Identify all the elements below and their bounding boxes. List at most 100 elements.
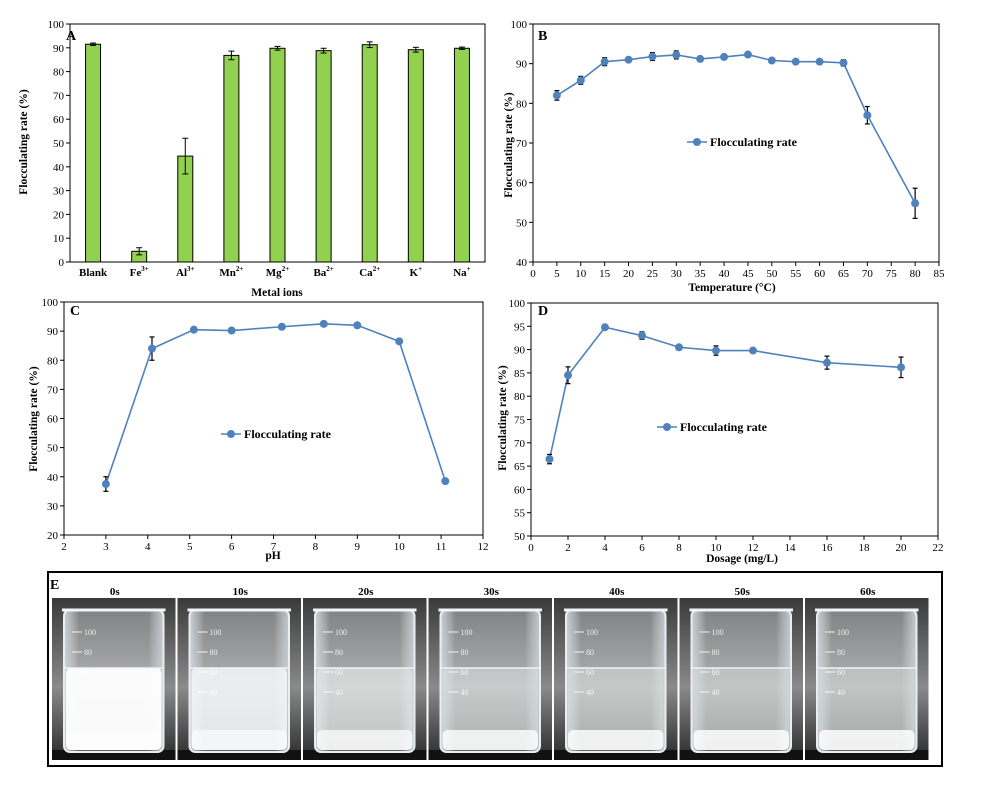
x-tick-label: 50 bbox=[766, 268, 778, 280]
category-label: Na+ bbox=[453, 265, 470, 279]
x-tick-label: 35 bbox=[695, 268, 707, 280]
panel-e-frame bbox=[47, 571, 943, 767]
x-tick-label: 10 bbox=[575, 268, 587, 280]
y-tick-label: 90 bbox=[53, 43, 65, 55]
data-point bbox=[839, 58, 848, 67]
panel-e-label: E bbox=[50, 578, 59, 593]
graduation-label: 80 bbox=[586, 648, 594, 657]
series-line bbox=[105, 323, 447, 485]
x-tick-label: 16 bbox=[822, 542, 834, 554]
graduation-label: 60 bbox=[210, 668, 218, 677]
x-tick-label: 65 bbox=[838, 268, 850, 280]
x-tick-label: 4 bbox=[602, 542, 608, 554]
graduation-label: 80 bbox=[712, 648, 720, 657]
panel-c-legend: Flocculating rate bbox=[221, 427, 332, 441]
panel-e-photo-series: E 0s10080604010s10080604020s10080604030s… bbox=[47, 571, 943, 767]
graduation-label: 40 bbox=[837, 688, 845, 697]
panel-b-x-axis-label: Temperature (°C) bbox=[688, 282, 775, 294]
sediment bbox=[693, 730, 789, 750]
time-label: 30s bbox=[484, 586, 500, 598]
bar bbox=[453, 47, 470, 263]
graduation-label: 60 bbox=[461, 668, 469, 677]
time-label: 50s bbox=[735, 586, 751, 598]
y-tick-label: 50 bbox=[516, 217, 528, 229]
category-label: Mg2+ bbox=[266, 265, 289, 279]
panel-c-legend-label: Flocculating rate bbox=[244, 427, 332, 441]
x-tick-label: 25 bbox=[647, 268, 659, 280]
panel-b-y-axis-label: Flocculating rate (%) bbox=[503, 92, 515, 198]
category-label: Ca2+ bbox=[359, 265, 380, 279]
graduation-label: 100 bbox=[586, 628, 598, 637]
data-point bbox=[743, 50, 752, 59]
bar bbox=[269, 47, 286, 263]
y-tick-label: 70 bbox=[53, 90, 65, 102]
category-label: Mn2+ bbox=[219, 265, 243, 279]
y-tick-label: 0 bbox=[59, 257, 65, 269]
y-tick-label: 50 bbox=[47, 443, 59, 455]
y-tick-label: 60 bbox=[514, 484, 526, 496]
x-tick-label: 14 bbox=[785, 542, 797, 554]
graduation-label: 80 bbox=[210, 648, 218, 657]
legend-marker bbox=[227, 430, 235, 438]
x-tick-label: 10 bbox=[711, 542, 723, 554]
panel-d-x-axis-label: Dosage (mg/L) bbox=[706, 553, 778, 565]
bar bbox=[315, 50, 332, 263]
y-tick-label: 20 bbox=[53, 209, 65, 221]
x-tick-label: 4 bbox=[145, 541, 151, 553]
data-point bbox=[863, 111, 872, 120]
x-tick-label: 22 bbox=[933, 542, 944, 554]
graduation-label: 40 bbox=[335, 688, 343, 697]
y-tick-label: 65 bbox=[514, 461, 526, 473]
graduation-label: 80 bbox=[461, 648, 469, 657]
beaker-liquid bbox=[568, 668, 664, 750]
graduation-label: 40 bbox=[461, 688, 469, 697]
x-tick-label: 0 bbox=[528, 542, 534, 554]
data-point bbox=[815, 57, 824, 66]
data-point bbox=[712, 346, 720, 355]
beaker-liquid bbox=[317, 668, 413, 750]
data-point bbox=[600, 57, 609, 66]
bar bbox=[361, 44, 378, 263]
series-line bbox=[548, 326, 902, 460]
data-point bbox=[564, 371, 572, 380]
category-label: Fe3+ bbox=[130, 265, 149, 279]
data-point bbox=[552, 91, 561, 100]
data-point bbox=[767, 56, 776, 65]
graduation-label: 40 bbox=[586, 688, 594, 697]
data-point bbox=[791, 57, 800, 66]
beaker-photo: 20s 100 80 60 40 bbox=[303, 586, 427, 760]
y-tick-label: 55 bbox=[514, 508, 526, 520]
graduation-label: 100 bbox=[461, 628, 473, 637]
photo-table bbox=[52, 750, 176, 760]
graduation-label: 100 bbox=[84, 628, 96, 637]
x-tick-label: 20 bbox=[623, 268, 635, 280]
category-label: K+ bbox=[410, 265, 423, 279]
data-point bbox=[576, 76, 585, 85]
x-tick-label: 8 bbox=[313, 541, 319, 553]
x-tick-label: 55 bbox=[790, 268, 802, 280]
graduation-label: 60 bbox=[84, 668, 92, 677]
graduation-label: 100 bbox=[210, 628, 222, 637]
panel-d-label: D bbox=[538, 304, 548, 319]
panel-a-bar-chart: 0 10 20 30 40 50 60 70 80 90 100 Blank Fe3+ Al3+ Mn2+ M… bbox=[18, 19, 486, 299]
panel-c-x-axis-label: pH bbox=[265, 550, 280, 562]
panel-c-line-chart: 20 30 40 50 60 70 80 90 100 2 3 4 5 6 7 8 9 10 11 12 C pH F… bbox=[28, 297, 489, 562]
graduation-label: 100 bbox=[712, 628, 724, 637]
photo-table bbox=[177, 750, 301, 760]
sediment bbox=[568, 730, 664, 750]
x-tick-label: 12 bbox=[748, 542, 759, 554]
y-tick-label: 100 bbox=[509, 298, 526, 310]
data-point bbox=[353, 321, 362, 330]
x-tick-label: 7 bbox=[271, 541, 277, 553]
y-tick-label: 40 bbox=[516, 257, 528, 269]
panel-b-line-chart: 40 50 60 70 80 90 100 0 5 10 15 20 25 30 35 40 45 50 55 60 6… bbox=[503, 19, 945, 294]
y-tick-label: 50 bbox=[53, 138, 65, 150]
data-point bbox=[624, 55, 633, 64]
x-tick-label: 5 bbox=[554, 268, 560, 280]
time-label: 20s bbox=[358, 586, 374, 598]
category-label: Al3+ bbox=[176, 265, 195, 279]
x-tick-label: 2 bbox=[61, 541, 67, 553]
y-tick-label: 90 bbox=[514, 345, 526, 357]
panel-b-legend: Flocculating rate bbox=[687, 135, 798, 149]
graduation-label: 80 bbox=[335, 648, 343, 657]
